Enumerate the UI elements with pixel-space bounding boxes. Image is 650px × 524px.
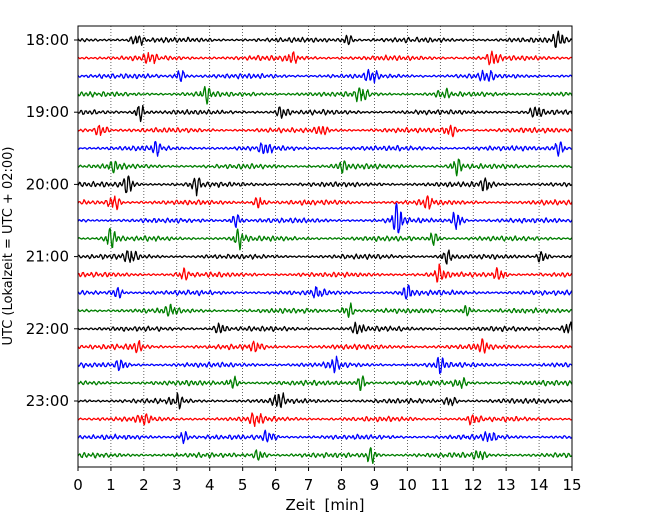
- trace-line: [77, 263, 573, 283]
- trace-layer: [77, 30, 573, 465]
- trace-line: [77, 227, 573, 251]
- trace-line: [77, 104, 573, 123]
- x-tick-label: 9: [370, 476, 380, 494]
- trace-line: [77, 195, 573, 211]
- tick-layer: 0 1 2 3 4 5 6 7 8 9 10 11 12 13 14 1518:0019:0020:0021:…: [26, 31, 582, 494]
- trace-line: [77, 30, 573, 48]
- x-tick-label: 5: [238, 476, 248, 494]
- trace-line: [77, 392, 573, 410]
- trace-line: [77, 50, 573, 66]
- trace-line: [77, 249, 573, 265]
- y-tick-label: 23:00: [26, 392, 69, 410]
- trace-line: [77, 302, 573, 318]
- x-tick-label: 0: [73, 476, 83, 494]
- trace-line: [77, 447, 573, 465]
- x-tick-label: 15: [562, 476, 581, 494]
- trace-line: [77, 202, 573, 234]
- y-axis-label: UTC (Lokalzeit = UTC + 02:00): [1, 147, 16, 346]
- x-tick-label: 6: [271, 476, 281, 494]
- trace-line: [77, 355, 573, 375]
- x-tick-label: 2: [139, 476, 149, 494]
- plot-frame: [77, 25, 573, 468]
- x-tick-label: 14: [530, 476, 549, 494]
- y-tick-label: 18:00: [26, 31, 69, 49]
- trace-line: [77, 375, 573, 391]
- x-axis-label: Zeit [min]: [285, 496, 364, 514]
- trace-line: [77, 175, 573, 197]
- x-tick-label: 11: [431, 476, 450, 494]
- trace-line: [77, 412, 573, 428]
- trace-line: [77, 429, 573, 445]
- x-tick-label: 4: [205, 476, 215, 494]
- trace-line: [77, 338, 573, 354]
- x-tick-label: 7: [304, 476, 314, 494]
- trace-line: [77, 85, 573, 105]
- x-tick-label: 8: [337, 476, 347, 494]
- y-tick-label: 19:00: [26, 103, 69, 121]
- x-tick-label: 1: [106, 476, 116, 494]
- y-tick-label: 20:00: [26, 175, 69, 193]
- trace-line: [77, 284, 573, 300]
- x-tick-label: 13: [497, 476, 516, 494]
- y-tick-label: 21:00: [26, 248, 69, 266]
- trace-line: [77, 321, 573, 335]
- y-tick-label: 22:00: [26, 320, 69, 338]
- trace-line: [77, 158, 573, 177]
- x-tick-label: 10: [398, 476, 417, 494]
- trace-line: [77, 124, 573, 138]
- trace-line: [77, 68, 573, 84]
- x-tick-label: 3: [172, 476, 182, 494]
- x-tick-label: 12: [464, 476, 483, 494]
- trace-line: [77, 140, 573, 157]
